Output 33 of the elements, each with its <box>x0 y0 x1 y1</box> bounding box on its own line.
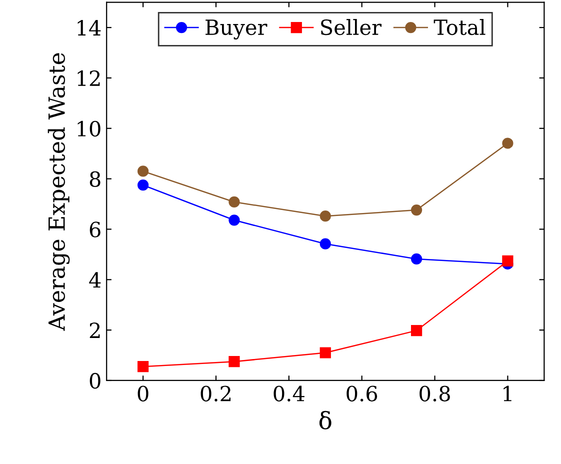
legend-label: Seller <box>321 18 382 36</box>
y-tick-label: 0 <box>90 372 100 389</box>
x-tick-label: 0.8 <box>420 386 450 402</box>
legend-label: Buyer <box>206 20 268 40</box>
x-tick-label: 0.2 <box>200 386 231 402</box>
point <box>502 138 514 149</box>
x-tick-label: 0 <box>138 386 148 402</box>
x-tick-label: 0.6 <box>346 386 378 402</box>
y-tick-label: 14 <box>78 20 101 36</box>
y-tick-label: 10 <box>78 120 100 137</box>
point <box>320 347 331 358</box>
x-axis-title: δ <box>319 410 332 430</box>
y-tick-label: 2 <box>90 322 100 338</box>
x-tick-label: 0.4 <box>274 386 304 402</box>
point <box>138 361 149 372</box>
point <box>410 204 422 216</box>
y-axis-title: Average Expected Waste <box>48 53 70 331</box>
point <box>228 214 240 226</box>
point <box>228 196 240 208</box>
point <box>410 325 422 336</box>
y-tick-label: 8 <box>90 171 100 188</box>
point <box>228 356 240 368</box>
y-tick-label: 4 <box>89 272 101 288</box>
y-tick-label: 6 <box>90 222 100 238</box>
x-tick-label: 1 <box>504 386 512 402</box>
point <box>410 253 422 265</box>
point <box>502 255 514 267</box>
point <box>138 166 149 177</box>
point <box>320 238 331 250</box>
point <box>138 180 149 191</box>
point <box>320 210 331 222</box>
y-tick-label: 12 <box>78 70 100 86</box>
legend-label: Total <box>434 18 486 36</box>
